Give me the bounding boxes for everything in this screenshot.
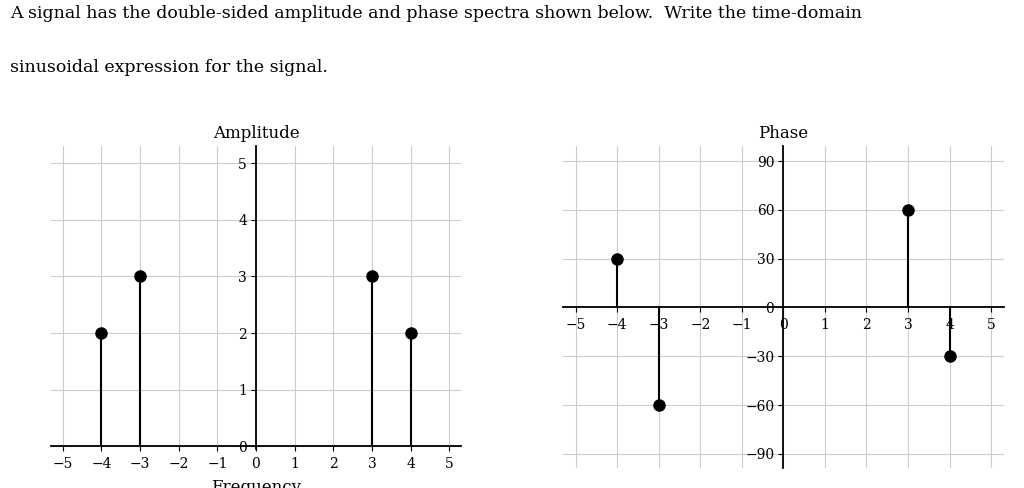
Text: A signal has the double-sided amplitude and phase spectra shown below.  Write th: A signal has the double-sided amplitude …	[10, 5, 862, 22]
Text: sinusoidal expression for the signal.: sinusoidal expression for the signal.	[10, 59, 328, 76]
Title: Phase: Phase	[759, 125, 808, 142]
Title: Amplitude: Amplitude	[213, 125, 299, 142]
X-axis label: Frequency: Frequency	[211, 479, 301, 488]
